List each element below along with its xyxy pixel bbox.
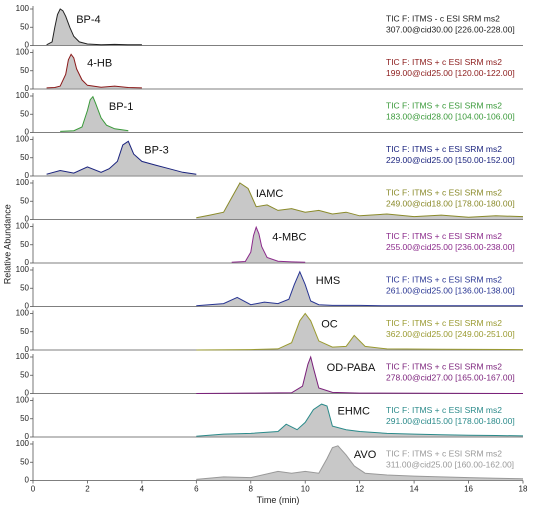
trace	[60, 95, 129, 132]
scan-filter: 278.00@cid27.00 [165.00-167.00]	[386, 372, 515, 382]
peak-area	[46, 54, 142, 89]
trace	[196, 182, 524, 219]
trace	[196, 270, 523, 307]
trace	[196, 312, 524, 351]
scan-filter: TIC F: ITMS + c ESI SRM ms2	[386, 448, 502, 458]
scan-filter: 249.00@cid18.00 [178.00-180.00]	[386, 198, 515, 208]
y-tick-label: 0	[25, 302, 30, 311]
y-tick-label: 0	[25, 345, 30, 354]
peak-area	[196, 183, 524, 220]
y-tick-label: 100	[16, 352, 30, 361]
x-tick-label: 6	[194, 485, 199, 494]
scan-filter: 261.00@cid25.00 [136.00-138.00]	[386, 285, 515, 295]
y-tick-label: 100	[16, 48, 30, 57]
trace	[196, 355, 524, 394]
compound-label: IAMC	[256, 188, 284, 200]
x-tick-label: 0	[31, 485, 36, 494]
y-axis-label: Relative Abundance	[2, 204, 12, 284]
x-tick-label: 2	[85, 485, 90, 494]
trace	[196, 403, 524, 437]
x-axis-label: Time (min)	[257, 495, 300, 505]
scan-filter: 291.00@cid15.00 [178.00-180.00]	[386, 416, 515, 426]
y-tick-label: 100	[16, 396, 30, 405]
trace	[46, 8, 142, 46]
y-tick-label: 100	[16, 178, 30, 187]
x-tick-label: 14	[410, 485, 419, 494]
x-tick-label: 18	[519, 485, 528, 494]
compound-label: OC	[321, 318, 338, 330]
peak-area	[46, 9, 142, 46]
y-tick-label: 50	[20, 414, 29, 423]
scan-filter: 229.00@cid25.00 [150.00-152.00]	[386, 155, 515, 165]
x-tick-label: 10	[301, 485, 310, 494]
peak-area	[46, 141, 197, 176]
y-tick-label: 50	[20, 196, 29, 205]
compound-label: AVO	[354, 449, 377, 461]
y-tick-label: 100	[16, 439, 30, 448]
y-tick-label: 50	[20, 327, 29, 336]
y-tick-label: 100	[16, 309, 30, 318]
trace	[196, 445, 524, 480]
y-tick-label: 0	[25, 215, 30, 224]
y-tick-label: 50	[20, 22, 29, 31]
scan-filter: TIC F: ITMS + c ESI SRM ms2	[386, 361, 502, 371]
y-tick-label: 100	[16, 4, 30, 13]
y-tick-label: 50	[20, 153, 29, 162]
y-tick-label: 50	[20, 283, 29, 292]
y-tick-label: 50	[20, 370, 29, 379]
scan-filter: TIC F: ITMS + c ESI SRM ms2	[386, 274, 502, 284]
y-tick-label: 50	[20, 457, 29, 466]
y-tick-label: 50	[20, 240, 29, 249]
peak-area	[60, 96, 129, 133]
scan-filter: TIC F: ITMS + c ESI SRM ms2	[386, 57, 502, 67]
y-tick-label: 0	[25, 128, 30, 137]
y-tick-label: 0	[25, 432, 30, 441]
compound-label: 4-MBC	[272, 231, 306, 243]
y-tick-label: 0	[25, 258, 30, 267]
x-tick-label: 12	[355, 485, 364, 494]
scan-filter: 183.00@cid28.00 [104.00-106.00]	[386, 111, 515, 121]
scan-filter: 362.00@cid25.00 [249.00-251.00]	[386, 329, 515, 339]
y-tick-label: 100	[16, 91, 30, 100]
y-tick-label: 0	[25, 84, 30, 93]
y-tick-label: 0	[25, 171, 30, 180]
scan-filter: TIC F: ITMS + c ESI SRM ms2	[386, 405, 502, 415]
scan-filter: TIC F: ITMS + c ESI SRM ms2	[386, 144, 502, 154]
scan-filter: TIC F: ITMS + c ESI SRM ms2	[386, 100, 502, 110]
x-tick-label: 4	[140, 485, 145, 494]
y-tick-label: 0	[25, 476, 30, 485]
y-tick-label: 0	[25, 389, 30, 398]
x-tick-label: 16	[464, 485, 473, 494]
scan-filter: TIC F: ITMS - c ESI SRM ms2	[386, 13, 500, 23]
compound-label: EHMC	[338, 405, 370, 417]
trace	[46, 140, 197, 175]
scan-filter: 199.00@cid25.00 [120.00-122.00]	[386, 68, 515, 78]
compound-label: BP-4	[76, 14, 100, 26]
compound-label: BP-3	[144, 144, 168, 156]
scan-filter: TIC F: ITMS + c ESI SRM ms2	[386, 231, 502, 241]
y-tick-label: 100	[16, 265, 30, 274]
compound-label: 4-HB	[87, 57, 112, 69]
trace	[231, 225, 306, 263]
scan-filter: TIC F: ITMS + c ESI SRM ms2	[386, 187, 502, 197]
scan-filter: TIC F: ITMS + c ESI SRM ms2	[386, 318, 502, 328]
scan-filter: 311.00@cid25.00 [160.00-162.00]	[386, 459, 514, 469]
peak-area	[196, 271, 524, 307]
y-tick-label: 50	[20, 66, 29, 75]
scan-filter: 255.00@cid25.00 [236.00-238.00]	[386, 242, 515, 252]
compound-label: OD-PABA	[327, 362, 376, 374]
compound-label: BP-1	[109, 101, 133, 113]
scan-filter: 307.00@cid30.00 [226.00-228.00]	[386, 24, 515, 34]
x-tick-label: 8	[249, 485, 254, 494]
y-tick-label: 50	[20, 109, 29, 118]
trace	[46, 53, 142, 89]
y-tick-label: 100	[16, 135, 30, 144]
y-tick-label: 100	[16, 222, 30, 231]
compound-label: HMS	[316, 275, 340, 287]
y-tick-label: 0	[25, 41, 30, 50]
peak-area	[196, 313, 524, 350]
